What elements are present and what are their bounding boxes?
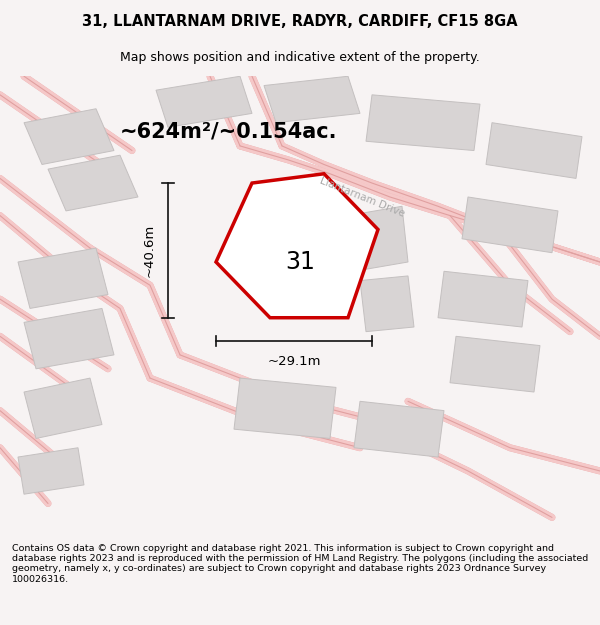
Polygon shape [18, 448, 84, 494]
Polygon shape [24, 109, 114, 164]
Text: Llantarnam Drive: Llantarnam Drive [318, 176, 406, 219]
Polygon shape [234, 378, 336, 439]
Text: Contains OS data © Crown copyright and database right 2021. This information is : Contains OS data © Crown copyright and d… [12, 544, 588, 584]
Polygon shape [216, 174, 378, 318]
Polygon shape [366, 95, 480, 151]
Polygon shape [360, 276, 414, 332]
Text: Map shows position and indicative extent of the property.: Map shows position and indicative extent… [120, 51, 480, 64]
Polygon shape [48, 155, 138, 211]
Polygon shape [24, 308, 114, 369]
Polygon shape [450, 336, 540, 392]
Polygon shape [462, 197, 558, 252]
Text: ~29.1m: ~29.1m [267, 355, 321, 368]
Polygon shape [18, 248, 108, 308]
Text: 31: 31 [285, 250, 315, 274]
Text: ~624m²/~0.154ac.: ~624m²/~0.154ac. [120, 122, 337, 142]
Polygon shape [438, 271, 528, 327]
Text: ~40.6m: ~40.6m [143, 224, 156, 277]
Polygon shape [348, 206, 408, 271]
Text: 31, LLANTARNAM DRIVE, RADYR, CARDIFF, CF15 8GA: 31, LLANTARNAM DRIVE, RADYR, CARDIFF, CF… [82, 14, 518, 29]
Polygon shape [264, 76, 360, 122]
Polygon shape [156, 76, 252, 128]
Polygon shape [486, 122, 582, 178]
Polygon shape [354, 401, 444, 457]
Polygon shape [24, 378, 102, 439]
